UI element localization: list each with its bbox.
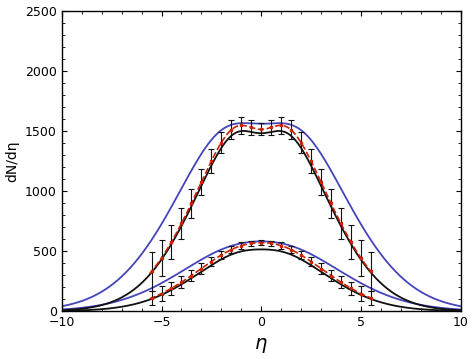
X-axis label: η: η xyxy=(255,335,267,354)
Y-axis label: dN/dη: dN/dη xyxy=(6,140,19,182)
